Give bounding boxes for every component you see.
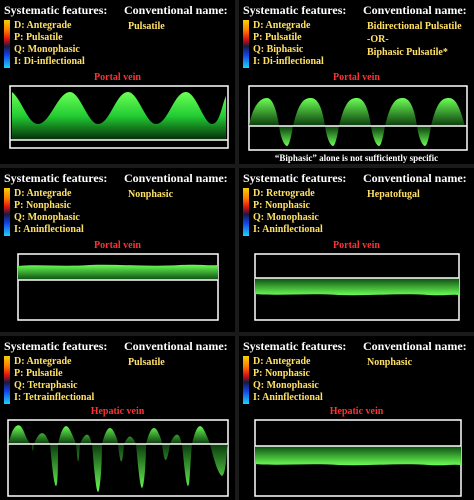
retrograde-component [279,126,431,146]
feature-pulsatility: P: Pulsatile [14,368,63,379]
conventional-name-value: Hepatofugal [367,188,420,201]
systematic-features-heading: Systematic features: [4,339,108,353]
vessel-label: Hepatic vein [329,406,384,417]
conventional-name-line: Nonphasic [128,189,174,200]
spectrum-frame [9,85,229,149]
feature-phasicity: Q: Monophasic [253,380,319,391]
feature-phasicity: Q: Monophasic [253,212,319,223]
systematic-features-heading: Systematic features: [243,3,347,17]
spectrum-frame [17,253,219,321]
color-scale-bar [4,188,10,236]
conventional-name-line: Biphasic Pulsatile* [367,47,448,58]
feature-inflection: I: Aninflectional [253,392,323,403]
specificity-note: “Biphasic” alone is not sufficiently spe… [274,153,439,163]
systematic-features-heading: Systematic features: [243,339,347,353]
panel-portal-nonphasic: Systematic features: Conventional name: … [0,168,235,332]
waveform-envelope [12,92,226,140]
feature-direction: D: Antegrade [253,356,311,367]
conventional-name-value: Nonphasic [367,356,412,369]
antegrade-component [8,425,210,444]
conventional-name-value: Pulsatile [128,20,165,33]
conventional-name-line: Hepatofugal [367,189,420,200]
waveform-envelope [18,264,218,280]
feature-inflection: I: Di-inflectional [253,56,324,67]
vessel-label: Portal vein [333,72,380,83]
vessel-label: Hepatic vein [90,406,145,417]
conventional-name-heading: Conventional name: [124,171,228,185]
doppler-waveform [254,419,462,497]
feature-direction: D: Antegrade [14,20,72,31]
panel-portal-hepatofugal: Systematic features: Conventional name: … [239,168,474,332]
conventional-name-line: Pulsatile [128,357,165,368]
vessel-label: Portal vein [94,240,141,251]
retrograde-component [32,444,228,492]
doppler-waveform [7,419,229,497]
waveform-envelope [255,278,459,296]
conventional-name-heading: Conventional name: [124,3,228,17]
conventional-name-value: Bidirectional Pulsatile -OR- Biphasic Pu… [367,20,462,59]
panel-portal-biphasic: Systematic features: Conventional name: … [239,0,474,164]
color-scale-bar [243,356,249,404]
feature-pulsatility: P: Nonphasic [253,368,310,379]
vessel-label: Portal vein [94,72,141,83]
feature-phasicity: Q: Monophasic [14,44,80,55]
vessel-label: Portal vein [333,240,380,251]
antegrade-component [249,98,465,126]
systematic-features-heading: Systematic features: [243,171,347,185]
doppler-waveform [17,253,219,321]
feature-pulsatility: P: Nonphasic [14,200,71,211]
conventional-name-line: Bidirectional Pulsatile [367,21,462,32]
spectrum-frame [248,85,468,151]
color-scale-bar [243,20,249,68]
spectrum-frame [7,419,229,497]
conventional-name-line: Pulsatile [128,21,165,32]
feature-pulsatility: P: Pulsatile [253,32,302,43]
feature-phasicity: Q: Biphasic [253,44,304,55]
color-scale-bar [4,356,10,404]
color-scale-bar [243,188,249,236]
conventional-name-value: Pulsatile [128,356,165,369]
conventional-name-value: Nonphasic [128,188,173,201]
conventional-name-heading: Conventional name: [363,339,467,353]
feature-pulsatility: P: Pulsatile [14,32,63,43]
conventional-name-heading: Conventional name: [124,339,228,353]
feature-pulsatility: P: Nonphasic [253,200,310,211]
systematic-features-heading: Systematic features: [4,171,108,185]
panel-divider [0,332,474,336]
feature-inflection: I: Aninflectional [253,224,323,235]
feature-inflection: I: Aninflectional [14,224,84,235]
systematic-features-heading: Systematic features: [4,3,108,17]
feature-inflection: I: Tetrainflectional [14,392,95,403]
color-scale-bar [4,20,10,68]
feature-phasicity: Q: Tetraphasic [14,380,78,391]
conventional-name-heading: Conventional name: [363,3,467,17]
feature-direction: D: Retrograde [253,188,315,199]
conventional-name-line: Nonphasic [367,357,413,368]
feature-inflection: I: Di-inflectional [14,56,85,67]
feature-phasicity: Q: Monophasic [14,212,80,223]
doppler-waveform [9,85,229,149]
panel-portal-pulsatile: Systematic features: Conventional name: … [0,0,235,164]
panel-hepatic-pulsatile: Systematic features: Conventional name: … [0,336,235,500]
doppler-waveform [248,85,468,151]
feature-direction: D: Antegrade [14,356,72,367]
waveform-envelope [255,446,461,466]
conventional-name-heading: Conventional name: [363,171,467,185]
feature-direction: D: Antegrade [14,188,72,199]
panel-hepatic-nonphasic: Systematic features: Conventional name: … [239,336,474,500]
doppler-waveform [254,253,460,321]
panel-divider [0,164,474,168]
conventional-name-line: -OR- [367,34,389,45]
feature-direction: D: Antegrade [253,20,311,31]
panel-divider [235,0,239,500]
